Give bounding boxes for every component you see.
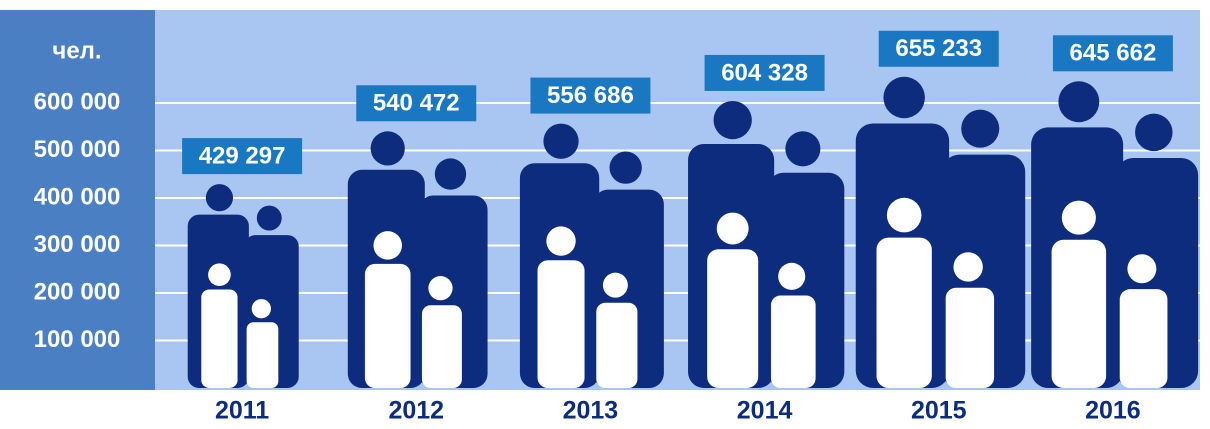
child-head [252,299,271,318]
y-tick-label: 200 000 [34,278,121,305]
child-head [1062,201,1096,235]
x-tick-label: 2012 [388,397,444,425]
mother-head [961,110,999,148]
child-head [953,252,982,281]
mother-head [610,151,642,183]
child-body [771,296,816,388]
mother-head [257,206,282,231]
y-tick-label: 600 000 [34,88,121,115]
chart: чел. 100 000 200 000 300 000 400 000 500 000… [0,0,1210,429]
child-body [365,264,411,388]
mother-head [1135,114,1172,151]
child-head [1127,254,1156,283]
child-head [208,263,231,286]
y-tick-label: 100 000 [34,326,121,353]
x-tick-label: 2014 [737,397,793,425]
mother-head [435,158,466,189]
father-head [206,184,233,211]
value-label: 429 297 [199,142,286,169]
father-head [371,131,405,165]
child-body [201,289,237,388]
father-head [714,101,752,139]
value-label: 655 233 [895,35,982,62]
child-head [603,273,628,298]
child-head [428,276,452,300]
child-body [946,288,994,388]
y-tick-label: 500 000 [34,136,121,163]
y-axis-label: чел. [52,37,101,64]
child-body [247,322,279,388]
father-head [883,77,924,118]
value-label: 556 686 [547,82,634,109]
child-body [1120,289,1168,388]
child-head [717,213,749,245]
father-head [543,124,578,159]
y-tick-label: 300 000 [34,231,121,258]
child-body [422,305,462,388]
father-head [1058,81,1099,122]
child-head [887,198,922,233]
x-tick-label: 2011 [215,397,269,425]
child-body [877,238,932,388]
value-label: 540 472 [373,90,460,117]
mother-head [785,131,820,166]
child-body [707,249,758,388]
value-label: 645 662 [1070,40,1157,67]
child-body [596,303,637,388]
child-head [373,231,402,260]
child-body [538,260,585,388]
value-label: 604 328 [721,59,808,86]
child-head [546,226,575,255]
child-body [1052,240,1107,388]
x-tick-label: 2013 [563,397,619,425]
child-head [778,263,805,290]
y-tick-label: 400 000 [34,183,121,210]
x-tick-label: 2015 [911,397,967,425]
x-tick-label: 2016 [1085,397,1141,425]
